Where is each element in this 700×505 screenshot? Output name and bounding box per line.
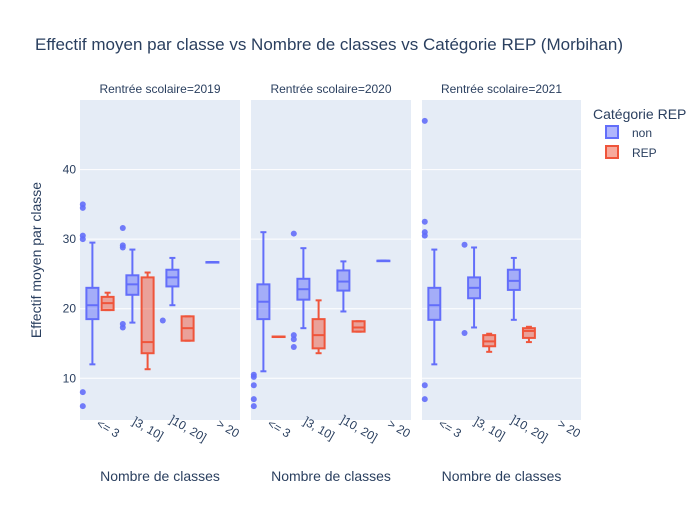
plot-backgrounds xyxy=(80,100,581,420)
outlier-point xyxy=(250,403,257,410)
outlier-point xyxy=(79,389,86,396)
outlier-point xyxy=(421,218,428,225)
outlier-point xyxy=(421,229,428,236)
legend: non REP xyxy=(605,125,657,160)
x-tick-label: <= 3 xyxy=(265,416,293,440)
outlier-point xyxy=(79,232,86,239)
outlier-point xyxy=(421,117,428,124)
x-tick-label: <= 3 xyxy=(436,416,464,440)
box-non-2-0 xyxy=(421,117,442,403)
outlier-point xyxy=(421,382,428,389)
box-iqr xyxy=(85,286,100,321)
outlier-point xyxy=(421,396,428,403)
outlier-point xyxy=(159,317,166,324)
y-axis-title: Effectif moyen par classe xyxy=(28,182,44,338)
box-REP-0-0 xyxy=(100,291,115,312)
y-tick-label: 30 xyxy=(63,232,77,246)
box-non-1-3 xyxy=(376,259,391,263)
gridlines xyxy=(80,169,581,379)
y-tick-label: 40 xyxy=(63,163,77,177)
outlier-point xyxy=(250,371,257,378)
x-tick-label: > 20 xyxy=(214,417,242,441)
plot-area-3 xyxy=(422,100,581,420)
box-REP-1-2 xyxy=(351,320,366,333)
outlier-point xyxy=(119,321,126,327)
legend-title: Catégorie REP xyxy=(593,106,686,122)
chart-title: Effectif moyen par classe vs Nombre de c… xyxy=(35,35,623,54)
legend-swatch-REP xyxy=(605,145,619,159)
box-iqr xyxy=(311,318,326,350)
legend-label-non: non xyxy=(632,126,652,140)
outlier-point xyxy=(290,336,297,343)
x-tick-label: <= 3 xyxy=(94,416,122,440)
outlier-point xyxy=(461,241,468,248)
box-non-2-1 xyxy=(461,241,482,337)
legend-swatch-non xyxy=(605,125,619,139)
outlier-point xyxy=(290,343,297,350)
box-non-0-1 xyxy=(119,225,140,331)
x-tick-label: > 20 xyxy=(385,417,413,441)
box-iqr xyxy=(351,320,366,333)
box-REP-2-1 xyxy=(482,332,497,353)
facet-label-3: Rentrée scolaire=2021 xyxy=(441,82,562,96)
outlier-point xyxy=(119,242,126,249)
x-tick-label: > 20 xyxy=(555,417,583,441)
facet-label-1: Rentrée scolaire=2019 xyxy=(99,82,220,96)
outlier-point xyxy=(250,382,257,389)
box-non-0-0 xyxy=(79,201,100,410)
x-axis-title-3: Nombre de classes xyxy=(442,468,562,484)
outlier-point xyxy=(79,403,86,410)
plot-area-1 xyxy=(80,100,240,420)
outlier-point xyxy=(250,396,257,403)
box-REP-1-1 xyxy=(311,299,326,355)
box-non-1-1 xyxy=(290,230,311,350)
outlier-point xyxy=(290,230,297,237)
x-axis-title-2: Nombre de classes xyxy=(271,468,391,484)
box-iqr xyxy=(521,327,536,339)
box-iqr xyxy=(140,276,155,355)
box-iqr xyxy=(427,286,442,321)
box-non-1-0 xyxy=(250,231,271,410)
y-tick-label: 10 xyxy=(63,371,77,385)
box-iqr xyxy=(506,268,521,291)
box-non-1-2 xyxy=(336,260,351,313)
box-REP-2-2 xyxy=(521,325,536,344)
y-tick-label: 20 xyxy=(63,302,77,316)
box-REP-0-2 xyxy=(180,315,195,342)
legend-label-REP: REP xyxy=(632,146,657,160)
box-iqr xyxy=(336,269,351,292)
outlier-point xyxy=(119,225,126,231)
box-non-0-2 xyxy=(159,256,180,324)
box-non-2-2 xyxy=(506,256,521,321)
box-marks xyxy=(79,117,536,410)
outlier-point xyxy=(461,330,468,337)
box-REP-1-0 xyxy=(271,335,286,339)
x-axis-title-1: Nombre de classes xyxy=(100,468,220,484)
box-REP-0-1 xyxy=(140,271,155,371)
box-non-0-3 xyxy=(205,261,220,264)
outlier-point xyxy=(79,201,86,208)
outlier-point xyxy=(290,332,297,339)
facet-label-2: Rentrée scolaire=2020 xyxy=(270,82,391,96)
